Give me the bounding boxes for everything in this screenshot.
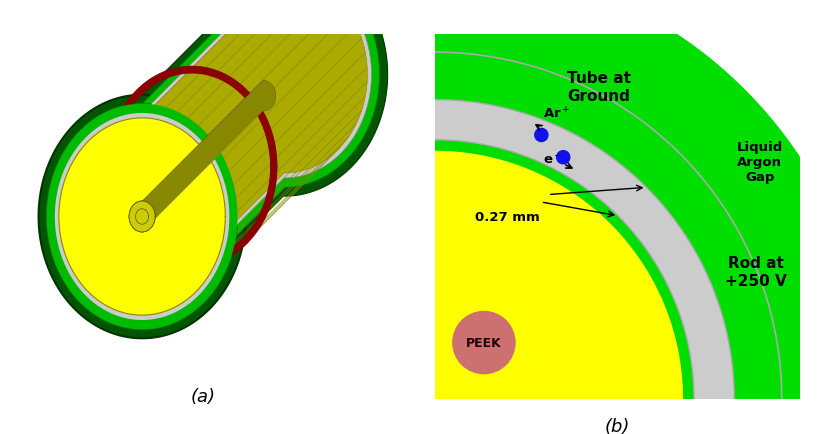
- Text: Liquid
Argon
Gap: Liquid Argon Gap: [736, 141, 782, 184]
- Text: PEEK: PEEK: [466, 336, 502, 349]
- Polygon shape: [142, 0, 379, 329]
- Polygon shape: [434, 151, 682, 399]
- Polygon shape: [142, 0, 387, 339]
- Text: e$^-$: e$^-$: [543, 153, 562, 166]
- Polygon shape: [47, 105, 237, 329]
- Polygon shape: [142, 81, 276, 232]
- Polygon shape: [434, 100, 733, 399]
- Text: Ar$^+$: Ar$^+$: [543, 106, 570, 122]
- Polygon shape: [142, 0, 371, 320]
- Polygon shape: [142, 0, 367, 316]
- Polygon shape: [54, 114, 229, 320]
- Polygon shape: [47, 105, 237, 329]
- Polygon shape: [129, 202, 155, 232]
- Text: (a): (a): [191, 387, 215, 405]
- Polygon shape: [434, 53, 781, 399]
- Polygon shape: [59, 118, 225, 316]
- Circle shape: [452, 312, 514, 374]
- Polygon shape: [38, 95, 245, 339]
- Circle shape: [556, 151, 569, 164]
- Polygon shape: [47, 105, 237, 329]
- Text: Rod at
+250 V: Rod at +250 V: [725, 256, 786, 288]
- Text: (b): (b): [604, 418, 630, 434]
- Text: Tube at
Ground: Tube at Ground: [566, 71, 630, 103]
- Circle shape: [534, 129, 548, 142]
- Polygon shape: [129, 202, 155, 232]
- Polygon shape: [59, 118, 225, 316]
- Polygon shape: [434, 0, 836, 399]
- Polygon shape: [59, 118, 225, 316]
- Polygon shape: [38, 95, 245, 339]
- Polygon shape: [54, 114, 229, 320]
- Text: 0.27 mm: 0.27 mm: [475, 210, 539, 224]
- Polygon shape: [59, 118, 225, 316]
- Polygon shape: [54, 114, 229, 320]
- Polygon shape: [129, 202, 155, 232]
